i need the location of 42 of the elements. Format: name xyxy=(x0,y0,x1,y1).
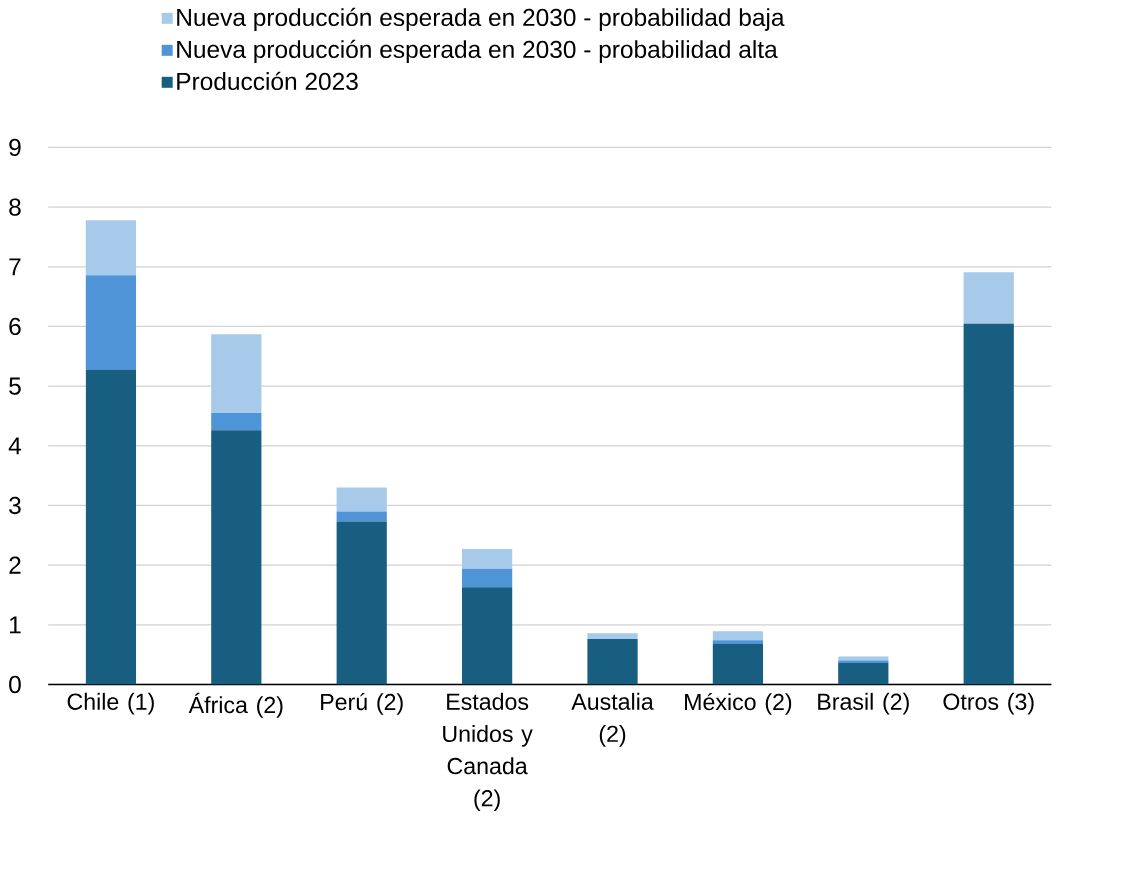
x-tick-label: México (2) xyxy=(685,692,792,715)
bar xyxy=(211,334,262,414)
legend-label: Nueva producción esperada en 2030 - probabilidad alta xyxy=(177,39,778,64)
x-tick-label: Perú (2) xyxy=(321,692,403,715)
y-tick-label: 4 xyxy=(8,437,22,455)
y-tick-label: 3 xyxy=(9,496,21,515)
bar xyxy=(85,275,137,371)
bar xyxy=(336,511,387,522)
x-tick-label: África (2) xyxy=(188,692,283,718)
bar xyxy=(462,549,513,569)
bar xyxy=(838,663,889,685)
bar xyxy=(712,640,764,644)
y-tick-label: 0 xyxy=(9,675,21,694)
bar xyxy=(85,220,137,276)
bar xyxy=(963,323,1014,685)
y-tick-label: 8 xyxy=(9,198,21,216)
bar xyxy=(838,656,889,661)
bar xyxy=(336,487,387,512)
y-tick-label: 2 xyxy=(9,556,21,574)
bar xyxy=(712,631,764,641)
y-tick-label: 5 xyxy=(9,377,21,395)
y-tick-label: 9 xyxy=(9,138,21,157)
y-tick-label: 1 xyxy=(10,616,21,634)
bar xyxy=(462,568,513,588)
bar xyxy=(462,587,513,685)
bar xyxy=(963,272,1014,324)
legend-label: Producción 2023 xyxy=(177,71,358,91)
x-tick-label: Estados Unidos y Canada (2) xyxy=(443,692,533,812)
bar xyxy=(211,430,262,685)
x-tick-label: Otros (3) xyxy=(943,692,1034,715)
bar xyxy=(587,639,638,685)
x-tick-label: Chile (1) xyxy=(67,692,154,715)
bar xyxy=(336,521,387,685)
bar xyxy=(211,413,262,431)
y-tick-label: 7 xyxy=(9,258,21,276)
bar xyxy=(712,643,764,685)
bar xyxy=(587,633,638,640)
y-tick-label: 6 xyxy=(9,317,21,336)
bar xyxy=(85,370,137,685)
x-tick-label: Austalia (2) xyxy=(571,692,654,747)
legend-label: Nueva producción esperada en 2030 - probabilidad baja xyxy=(177,7,785,32)
x-tick-label: Brasil (2) xyxy=(818,692,909,715)
